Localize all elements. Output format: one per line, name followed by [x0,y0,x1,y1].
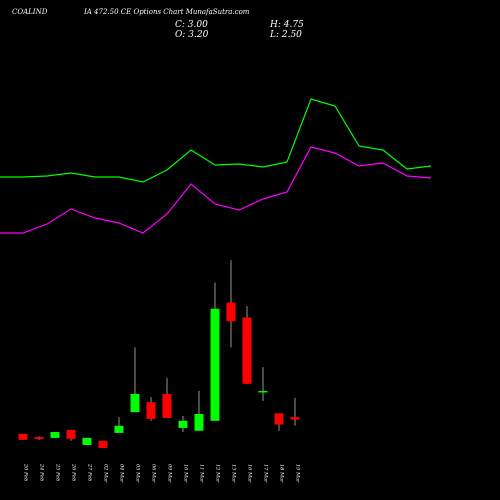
candle-body [34,437,44,439]
x-tick-label: 24 Feb [39,463,45,481]
x-tick-label: 18 Mar [279,464,285,483]
x-tick-label: 06 Mar [151,464,157,483]
candle-body [82,437,92,445]
candle-body [194,413,204,431]
close-label: C: 3.00 [175,20,208,30]
candle-body [114,425,124,433]
x-tick-label: 25 Feb [55,463,61,481]
candle-body [242,317,252,384]
symbol: COALIND [12,8,48,16]
candle-body [178,420,188,428]
x-tick-label: 09 Mar [167,464,173,483]
overlay-line [0,98,432,183]
candle-body [98,440,108,448]
candle-body [18,433,28,440]
candle-body [162,393,172,418]
candle-body [130,393,140,413]
x-tick-label: 16 Mar [247,464,253,483]
candle-body [66,429,76,439]
candle-body [274,413,284,425]
x-tick-label: 11 Mar [199,464,205,483]
x-tick-label: 04 Mar [119,464,125,483]
x-tick-label: 20 Feb [23,463,29,481]
candle-body [50,432,60,438]
x-tick-label: 10 Mar [183,464,189,483]
candle-body [210,308,220,421]
x-tick-label: 13 Mar [231,464,237,483]
x-tick-label: 27 Feb [87,463,93,481]
x-tick-label: 26 Feb [71,463,77,481]
chart-title: IA 472.50 CE Options Chart MunafaSutra.c… [83,8,250,16]
x-tick-label: 19 Mar [295,464,301,483]
x-tick-label: 02 Mar [103,464,109,483]
high-label: H: 4.75 [269,20,304,30]
x-tick-label: 17 Mar [263,464,269,483]
candle-body [146,402,156,419]
candle-body [226,302,236,322]
candle-body [258,390,268,393]
candle-body [290,417,300,420]
x-tick-label: 12 Mar [215,464,221,483]
x-tick-label: 05 Mar [135,464,141,483]
low-label: L: 2.50 [269,30,302,40]
open-label: O: 3.20 [175,30,209,40]
overlay-line [0,146,432,234]
